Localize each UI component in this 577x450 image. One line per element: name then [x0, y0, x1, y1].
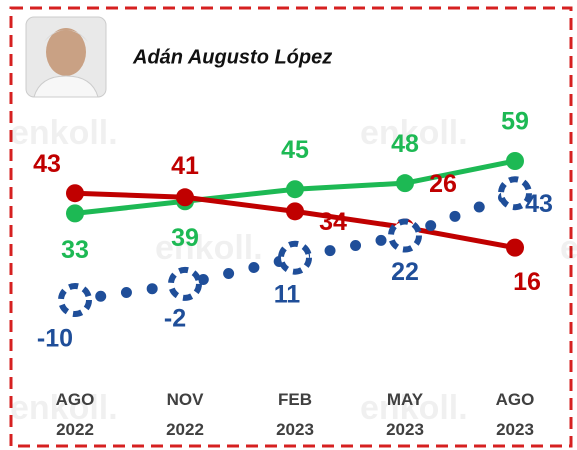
data-label: -10: [37, 325, 73, 353]
watermark: enkoll.: [560, 229, 577, 267]
point: [506, 238, 524, 257]
data-label: 48: [391, 130, 419, 158]
point: [388, 218, 422, 253]
chart-title: Adán Augusto López: [132, 46, 332, 68]
data-label: 45: [281, 136, 309, 164]
point: [58, 283, 92, 317]
data-label: 22: [391, 258, 419, 286]
point: [396, 174, 414, 193]
frame: [9, 6, 573, 448]
x-tick-label: AGO 2023: [495, 390, 535, 439]
point: [66, 184, 84, 203]
data-label: -2: [164, 304, 186, 332]
x-tick-label: NOV 2022: [166, 390, 204, 439]
watermark: enkoll.: [10, 389, 118, 427]
data-label: 11: [274, 280, 301, 308]
series-line: [72, 190, 518, 251]
series-line: [69, 187, 521, 306]
watermark: enkoll.: [155, 229, 263, 267]
watermark: enkoll.: [360, 114, 468, 152]
x-tick-label: MAY 2023: [386, 390, 424, 439]
point: [176, 188, 194, 207]
data-label: 59: [501, 108, 529, 136]
x-tick-label: FEB 2023: [276, 390, 314, 439]
data-label: 26: [429, 170, 457, 198]
watermark: enkoll.: [360, 389, 468, 427]
point: [286, 180, 304, 199]
data-label: 33: [61, 236, 89, 264]
point: [66, 204, 84, 223]
point: [498, 176, 532, 211]
point: [168, 266, 202, 301]
data-label: 43: [525, 190, 553, 218]
point: [286, 202, 304, 221]
photo: [25, 16, 107, 98]
point: [506, 152, 524, 170]
watermark: enkoll.: [10, 114, 118, 152]
point: [278, 240, 312, 275]
data-label: 16: [513, 268, 541, 296]
data-label: 39: [171, 224, 199, 252]
data-label: 43: [33, 150, 61, 178]
x-tick-label: AGO 2022: [55, 390, 95, 439]
data-label: 34: [319, 208, 347, 236]
data-label: 41: [171, 152, 199, 180]
